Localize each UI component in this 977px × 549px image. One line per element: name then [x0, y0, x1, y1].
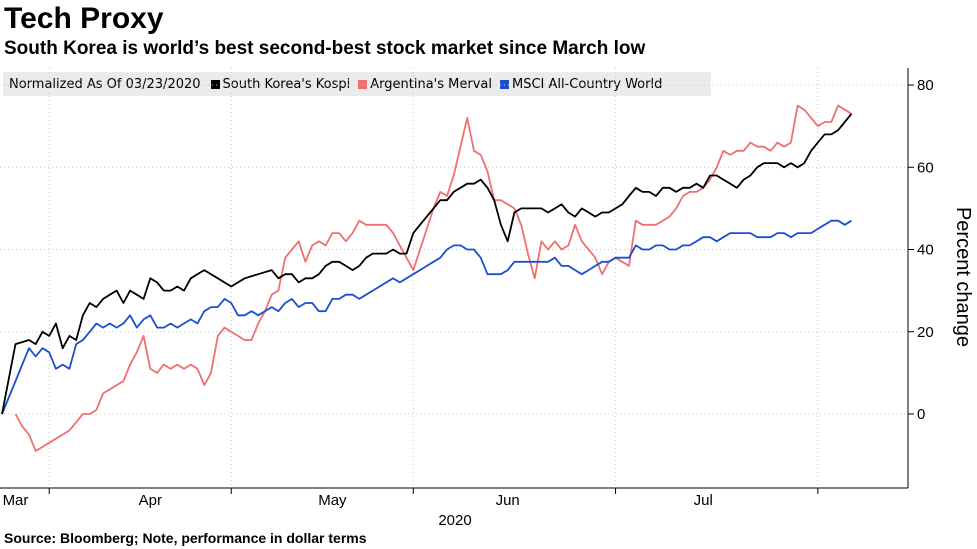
series-line-merval: [14, 104, 852, 452]
x-tick-label: Apr: [139, 492, 162, 509]
y-tick-label: 40: [917, 242, 934, 259]
y-tick-label: 60: [917, 159, 934, 176]
legend-swatch-merval: [358, 79, 368, 89]
y-tick-label: 20: [917, 324, 934, 341]
x-tick-label: Mar: [3, 492, 29, 509]
series-line-kospi: [1, 113, 853, 415]
legend-item-msci: MSCI All-Country World: [499, 76, 663, 92]
legend-label-kospi: South Korea's Kospi: [222, 76, 351, 92]
x-axis-label: 2020: [438, 512, 471, 529]
chart-title: Tech Proxy: [4, 2, 164, 35]
y-axis-label: Percent change: [952, 207, 974, 347]
legend-label-msci: MSCI All-Country World: [511, 76, 663, 92]
x-tick-label: Jun: [496, 492, 520, 509]
legend-label-merval: Argentina's Merval: [370, 76, 492, 92]
source-note: Source: Bloomberg; Note, performance in …: [4, 530, 367, 546]
x-tick-label: Jul: [694, 492, 713, 509]
legend: Normalized As Of 03/23/2020 South Korea'…: [3, 72, 711, 96]
y-tick-label: 80: [917, 77, 934, 94]
legend-swatch-kospi: [210, 79, 220, 89]
legend-swatch-msci: [499, 79, 509, 89]
x-tick-label: May: [318, 492, 347, 509]
legend-item-merval: Argentina's Merval: [358, 77, 492, 92]
series-line-msci: [1, 219, 852, 415]
legend-item-kospi: South Korea's Kospi: [210, 76, 351, 92]
chart-subtitle: South Korea is world’s best second-best …: [4, 38, 646, 59]
normalization-note: Normalized As Of 03/23/2020: [9, 76, 201, 92]
y-tick-label: 0: [917, 406, 925, 423]
